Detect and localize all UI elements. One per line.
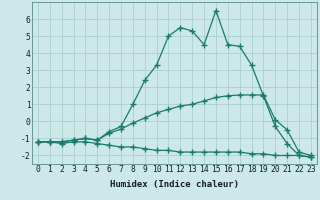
X-axis label: Humidex (Indice chaleur): Humidex (Indice chaleur) <box>110 180 239 189</box>
